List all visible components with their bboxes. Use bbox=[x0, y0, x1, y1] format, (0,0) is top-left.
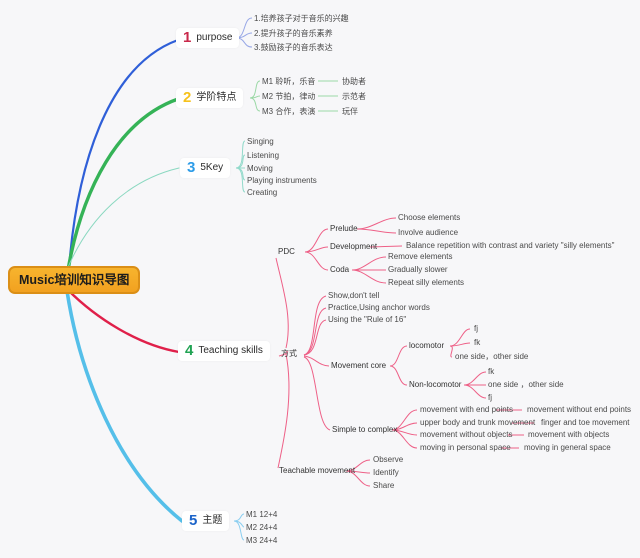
leaf-playing-instruments[interactable]: Playing instruments bbox=[247, 176, 317, 185]
leaf-share[interactable]: Share bbox=[373, 481, 395, 490]
branch-purpose-number: 1 bbox=[183, 29, 192, 46]
branch-purpose-label: purpose bbox=[196, 32, 233, 43]
leaf-improve-literacy[interactable]: 2.提升孩子的音乐素养 bbox=[254, 29, 333, 38]
leaf-m1-role[interactable]: 协助者 bbox=[342, 77, 366, 86]
branch-stage-features[interactable]: 2 学阶特点 bbox=[176, 88, 244, 108]
leaf-non-locomotor-sides[interactable]: one side ，other side bbox=[488, 380, 564, 389]
leaf-without-end-points[interactable]: movement without end points bbox=[527, 405, 632, 414]
root-node[interactable]: Music培训知识导图 bbox=[8, 266, 141, 294]
leaf-singing[interactable]: Singing bbox=[247, 137, 274, 146]
leaf-theme-m1[interactable]: M1 12+4 bbox=[246, 510, 278, 519]
branch4-connectors bbox=[275, 217, 534, 487]
node-movement-core[interactable]: Movement core bbox=[331, 361, 387, 370]
leaf-encourage-expression[interactable]: 3.鼓励孩子的音乐表达 bbox=[254, 43, 333, 52]
branch-theme-label: 主题 bbox=[202, 515, 223, 526]
leaf-with-objects[interactable]: movement with objects bbox=[528, 430, 610, 439]
leaf-repeat-silly-elements[interactable]: Repeat silly elements bbox=[388, 278, 465, 287]
leaf-listening[interactable]: Listening bbox=[247, 151, 280, 160]
branch5-connectors bbox=[233, 513, 245, 541]
leaf-m3-role[interactable]: 玩伴 bbox=[342, 107, 358, 116]
leaf-m2-beat[interactable]: M2 节拍，律动 bbox=[262, 92, 316, 101]
leaf-m2-role[interactable]: 示范者 bbox=[342, 92, 366, 101]
leaf-non-locomotor-fj[interactable]: fj bbox=[488, 393, 492, 402]
leaf-practice-anchor-words[interactable]: Practice,Using anchor words bbox=[328, 303, 430, 312]
leaf-m3-cooperation[interactable]: M3 合作，表演 bbox=[262, 107, 316, 116]
leaf-identify[interactable]: Identify bbox=[373, 468, 399, 477]
leaf-locomotor-fj[interactable]: fj bbox=[474, 324, 478, 333]
leaf-theme-m2[interactable]: M2 24+4 bbox=[246, 523, 278, 532]
node-development[interactable]: Development bbox=[330, 242, 378, 251]
branch-purpose[interactable]: 1 purpose bbox=[176, 28, 240, 48]
branch5-curve bbox=[65, 289, 184, 523]
branch4-curve bbox=[66, 288, 181, 354]
branch-5key[interactable]: 3 5Key bbox=[180, 158, 231, 178]
branch-teaching-skills-label: Teaching skills bbox=[198, 345, 263, 356]
node-pdc[interactable]: PDC bbox=[278, 247, 295, 256]
node-prelude[interactable]: Prelude bbox=[330, 224, 358, 233]
leaf-m1-listening[interactable]: M1 聆听，乐音 bbox=[262, 77, 316, 86]
branch-teaching-skills-number: 4 bbox=[185, 342, 194, 359]
leaf-choose-elements[interactable]: Choose elements bbox=[398, 213, 461, 222]
leaf-remove-elements[interactable]: Remove elements bbox=[388, 252, 453, 261]
branch-stage-features-number: 2 bbox=[183, 89, 192, 106]
branch2-curve bbox=[66, 97, 180, 272]
branch3-connectors bbox=[235, 140, 246, 193]
leaf-rule-of-16[interactable]: Using the "Rule of 16" bbox=[328, 315, 407, 324]
leaf-finger-toe[interactable]: finger and toe movement bbox=[541, 418, 630, 427]
branch3-curve bbox=[65, 167, 180, 273]
leaf-without-objects[interactable]: movement without objects bbox=[420, 430, 513, 439]
leaf-theme-m3[interactable]: M3 24+4 bbox=[246, 536, 278, 545]
leaf-gradually-slower[interactable]: Gradually slower bbox=[388, 265, 448, 274]
node-teachable-movement[interactable]: Teachable movement bbox=[279, 466, 356, 475]
branch-stage-features-label: 学阶特点 bbox=[196, 92, 237, 103]
leaf-with-end-points[interactable]: movement with end points bbox=[420, 405, 513, 414]
leaf-non-locomotor-fk[interactable]: fk bbox=[488, 367, 495, 376]
leaf-general-space[interactable]: moving in general space bbox=[524, 443, 611, 452]
leaf-locomotor-sides[interactable]: one side，other side bbox=[455, 352, 529, 361]
node-simple-to-complex[interactable]: Simple to complex bbox=[332, 425, 398, 434]
leaf-upper-body-trunk[interactable]: upper body and trunk movement bbox=[420, 418, 536, 427]
branch-teaching-skills[interactable]: 4 Teaching skills bbox=[178, 341, 270, 361]
leaf-personal-space[interactable]: moving in personal space bbox=[420, 443, 511, 452]
node-non-locomotor[interactable]: Non-locomotor bbox=[409, 380, 462, 389]
branch2-connectors bbox=[249, 80, 338, 112]
branch-5key-label: 5Key bbox=[200, 162, 224, 173]
branch1-curve bbox=[67, 38, 180, 270]
branch-theme-number: 5 bbox=[189, 512, 198, 529]
node-method[interactable]: 方式 bbox=[281, 349, 297, 358]
branch-5key-number: 3 bbox=[187, 159, 196, 176]
leaf-moving[interactable]: Moving bbox=[247, 164, 273, 173]
leaf-creating[interactable]: Creating bbox=[247, 188, 278, 197]
branch-theme[interactable]: 5 主题 bbox=[182, 511, 230, 531]
node-coda[interactable]: Coda bbox=[330, 265, 350, 274]
leaf-observe[interactable]: Observe bbox=[373, 455, 404, 464]
node-locomotor[interactable]: locomotor bbox=[409, 341, 445, 350]
leaf-balance-repetition[interactable]: Balance repetition with contrast and var… bbox=[406, 241, 615, 250]
leaf-locomotor-fk[interactable]: fk bbox=[474, 338, 481, 347]
leaf-involve-audience[interactable]: Involve audience bbox=[398, 228, 459, 237]
leaf-show-dont-tell[interactable]: Show,don't tell bbox=[328, 291, 380, 300]
leaf-cultivate-interest[interactable]: 1.培养孩子对于音乐的兴趣 bbox=[254, 14, 349, 23]
